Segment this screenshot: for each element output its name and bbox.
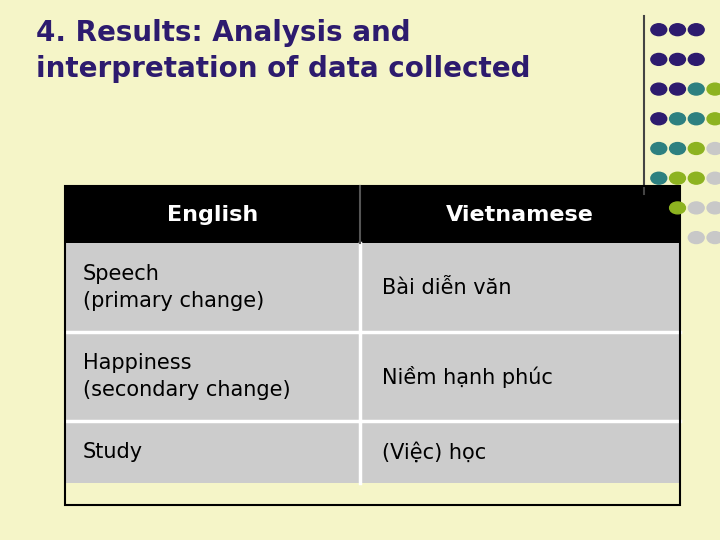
Circle shape [651, 143, 667, 154]
FancyBboxPatch shape [65, 421, 680, 483]
Circle shape [670, 143, 685, 154]
FancyBboxPatch shape [65, 186, 680, 243]
Text: Bài diễn văn: Bài diễn văn [382, 278, 511, 298]
Circle shape [688, 53, 704, 65]
Circle shape [688, 83, 704, 95]
Text: (Việc) học: (Việc) học [382, 442, 486, 463]
Text: 4. Results: Analysis and
interpretation of data collected: 4. Results: Analysis and interpretation … [36, 19, 531, 83]
Circle shape [707, 83, 720, 95]
Circle shape [688, 232, 704, 244]
Circle shape [707, 172, 720, 184]
Circle shape [651, 24, 667, 36]
Text: Vietnamese: Vietnamese [446, 205, 594, 225]
Text: Happiness
(secondary change): Happiness (secondary change) [83, 354, 290, 400]
Circle shape [670, 113, 685, 125]
Circle shape [651, 172, 667, 184]
Circle shape [651, 53, 667, 65]
Circle shape [688, 24, 704, 36]
Text: English: English [167, 205, 258, 225]
Text: Study: Study [83, 442, 143, 462]
Circle shape [670, 172, 685, 184]
Circle shape [688, 113, 704, 125]
Circle shape [651, 83, 667, 95]
Text: Speech
(primary change): Speech (primary change) [83, 265, 264, 310]
Circle shape [670, 53, 685, 65]
FancyBboxPatch shape [65, 332, 680, 421]
Text: Niềm hạnh phúc: Niềm hạnh phúc [382, 366, 552, 388]
Circle shape [707, 232, 720, 244]
Circle shape [688, 172, 704, 184]
Circle shape [707, 202, 720, 214]
Circle shape [670, 202, 685, 214]
Circle shape [688, 202, 704, 214]
Circle shape [670, 83, 685, 95]
Circle shape [670, 24, 685, 36]
Circle shape [707, 113, 720, 125]
Circle shape [707, 143, 720, 154]
Circle shape [688, 143, 704, 154]
FancyBboxPatch shape [65, 243, 680, 332]
Circle shape [651, 113, 667, 125]
